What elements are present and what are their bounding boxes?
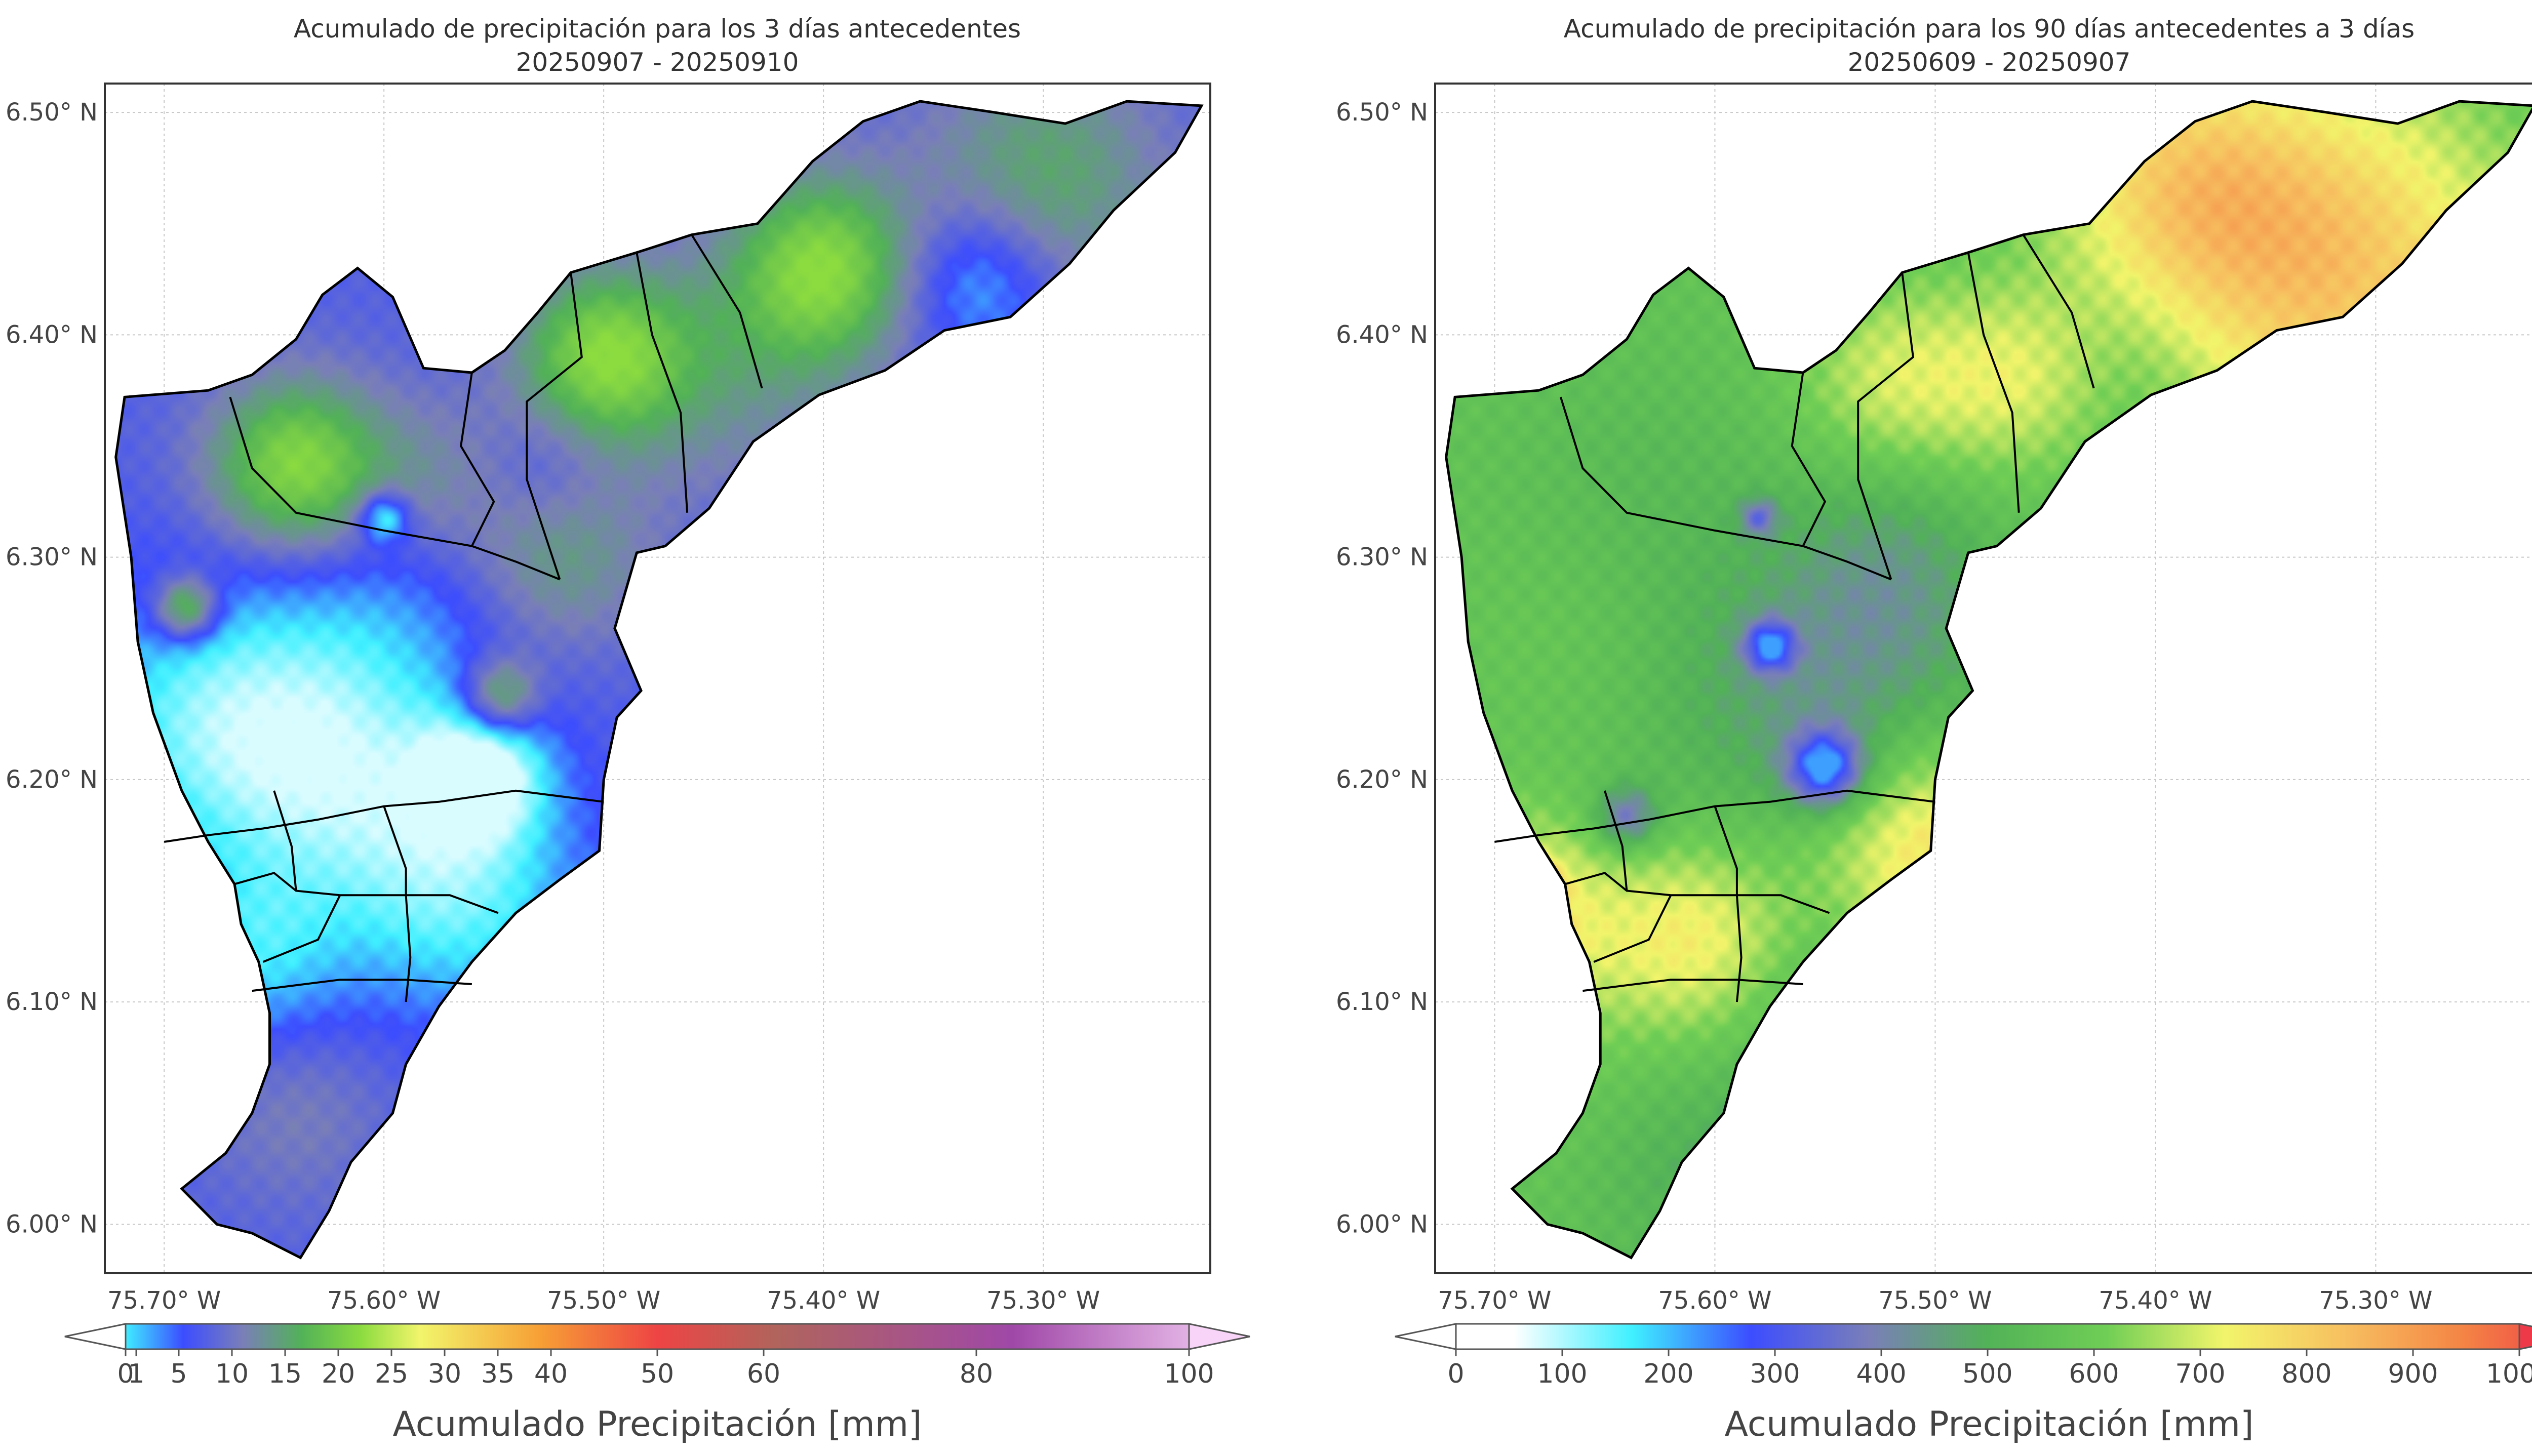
y-tick-label: 6.30° N <box>6 543 98 572</box>
subbasin-line <box>1494 789 1935 843</box>
y-tick-label: 6.40° N <box>1336 320 1428 349</box>
colorbar-tick-label: 1000 <box>2486 1359 2532 1389</box>
colorbar-ticks: 01 5 10 15 20 25 30 35 40 50 60 80 100 <box>117 1349 1214 1389</box>
colorbar-tick-label: 25 <box>375 1359 408 1389</box>
x-tick-label: 75.30° W <box>2319 1286 2432 1315</box>
colorbar-tick-label: 600 <box>2069 1359 2119 1389</box>
chart-title: Acumulado de precipitación para los 90 d… <box>1564 14 2415 44</box>
colorbar-tick-label: 5 <box>170 1359 187 1389</box>
subbasin-line <box>273 790 297 891</box>
subbasin-line <box>526 272 583 580</box>
colorbar-ticks: 0 100 200 300 400 500 600 700 800 900 1000 <box>1447 1349 2532 1389</box>
colorbar-tick-label: 300 <box>1750 1359 1800 1389</box>
y-tick-label: 6.10° N <box>6 988 98 1016</box>
subbasin-line <box>1714 805 1743 1002</box>
y-tick-label: 6.50° N <box>6 98 98 127</box>
colorbar-tick-label: 400 <box>1856 1359 1906 1389</box>
subbasin-line <box>1603 790 1628 891</box>
colorbar-tick-label: 60 <box>747 1359 780 1389</box>
colorbar-tick-label: 100 <box>1164 1359 1214 1389</box>
subbasin-boundaries <box>1494 234 2095 1002</box>
subbasin-line <box>1582 979 1803 992</box>
subbasin-line <box>262 895 341 963</box>
subbasin-line <box>691 234 763 389</box>
plot-frame <box>104 83 1211 1274</box>
chart-subtitle: 20250609 - 20250907 <box>1848 48 2131 77</box>
y-axis-ticks: 6.00° N 6.10° N 6.20° N 6.30° N 6.40° N 6.50°… <box>6 98 98 1238</box>
colorbar-bar <box>1395 1323 2532 1350</box>
chart-title: Acumulado de precipitación para los 3 dí… <box>294 14 1021 44</box>
subbasin-boundaries <box>164 234 763 1002</box>
precipitation-field <box>115 101 1202 1258</box>
y-tick-label: 6.40° N <box>6 320 98 349</box>
colorbar-tick-label: 200 <box>1643 1359 1693 1389</box>
x-tick-label: 75.60° W <box>327 1286 441 1315</box>
subbasin-line <box>229 396 561 581</box>
subbasin-line <box>460 372 495 547</box>
x-tick-label: 75.40° W <box>2099 1286 2212 1315</box>
chart-subtitle: 20250907 - 20250910 <box>516 48 799 77</box>
x-axis-ticks: 75.70° W 75.60° W 75.50° W 75.40° W 75.30° W <box>1438 1286 2432 1315</box>
colorbar-extend-high <box>2518 1323 2532 1350</box>
colorbar-tick-label: 30 <box>428 1359 461 1389</box>
colorbar-tick-label: 20 <box>322 1359 355 1389</box>
colorbar-tick-label: 80 <box>960 1359 993 1389</box>
colorbar: 0 100 200 300 400 500 600 700 800 900 1000 Acumula… <box>1395 1323 2532 1444</box>
subbasin-line <box>2022 234 2095 389</box>
basin-outline <box>1445 100 2532 1260</box>
y-tick-label: 6.20° N <box>6 765 98 794</box>
y-tick-label: 6.00° N <box>6 1210 98 1238</box>
colorbar-tick-label: 500 <box>1962 1359 2012 1389</box>
colorbar-tick-label: 15 <box>268 1359 302 1389</box>
x-tick-label: 75.30° W <box>986 1286 1100 1315</box>
colorbar-tick-label: 35 <box>481 1359 515 1389</box>
colorbar-tick-label: 10 <box>215 1359 249 1389</box>
x-axis-ticks: 75.70° W 75.60° W 75.50° W 75.40° W 75.30° W <box>107 1286 1100 1315</box>
subbasin-line <box>1593 895 1672 963</box>
map-panel-left: Acumulado de precipitación para los 3 dí… <box>6 14 1250 1444</box>
colorbar-extend-high <box>1188 1323 1250 1350</box>
x-tick-label: 75.50° W <box>1878 1286 1992 1315</box>
basin-outline <box>114 100 1204 1260</box>
colorbar-tick-label: 900 <box>2388 1359 2438 1389</box>
subbasin-line <box>383 805 412 1002</box>
y-tick-label: 6.30° N <box>1336 543 1428 572</box>
subbasin-line <box>1791 372 1827 547</box>
colorbar-tick-label: 100 <box>1537 1359 1587 1389</box>
colorbar-tick-label: 0 <box>1447 1359 1464 1389</box>
colorbar-tick-label: 40 <box>534 1359 568 1389</box>
colorbar-tick-label: 700 <box>2175 1359 2225 1389</box>
subbasin-line <box>252 979 472 992</box>
y-tick-label: 6.00° N <box>1336 1210 1428 1238</box>
colorbar: 01 5 10 15 20 25 30 35 40 50 60 80 100 Acumulado Pre… <box>64 1323 1250 1444</box>
x-tick-label: 75.50° W <box>547 1286 660 1315</box>
y-tick-label: 6.50° N <box>1336 98 1428 127</box>
subbasin-line <box>1857 272 1915 580</box>
subbasin-line <box>164 789 604 843</box>
colorbar-bar <box>64 1323 1250 1350</box>
y-tick-label: 6.10° N <box>1336 988 1428 1016</box>
y-tick-label: 6.20° N <box>1336 765 1428 794</box>
subbasin-line <box>1967 252 2020 513</box>
precipitation-field <box>1446 101 2532 1258</box>
subbasin-line <box>1559 396 1892 581</box>
colorbar-label: Acumulado Precipitación [mm] <box>1724 1404 2253 1444</box>
colorbar-label: Acumulado Precipitación [mm] <box>392 1404 922 1444</box>
y-axis-ticks: 6.00° N 6.10° N 6.20° N 6.30° N 6.40° N 6.50°… <box>1336 98 1428 1238</box>
colorbar-extend-low <box>64 1323 127 1350</box>
map-panel-right: Acumulado de precipitación para los 90 d… <box>1336 14 2532 1444</box>
colorbar-tick-label: 800 <box>2281 1359 2331 1389</box>
colorbar-tick-label: 50 <box>641 1359 674 1389</box>
x-tick-label: 75.60° W <box>1658 1286 1771 1315</box>
x-tick-label: 75.40° W <box>767 1286 880 1315</box>
colorbar-tick-label: 1 <box>128 1359 144 1389</box>
x-tick-label: 75.70° W <box>1438 1286 1551 1315</box>
colorbar-tick-label: 0 <box>117 1359 134 1389</box>
x-tick-label: 75.70° W <box>107 1286 221 1315</box>
plot-frame <box>1434 83 2532 1274</box>
colorbar-extend-low <box>1395 1323 1457 1350</box>
subbasin-line <box>636 252 689 513</box>
